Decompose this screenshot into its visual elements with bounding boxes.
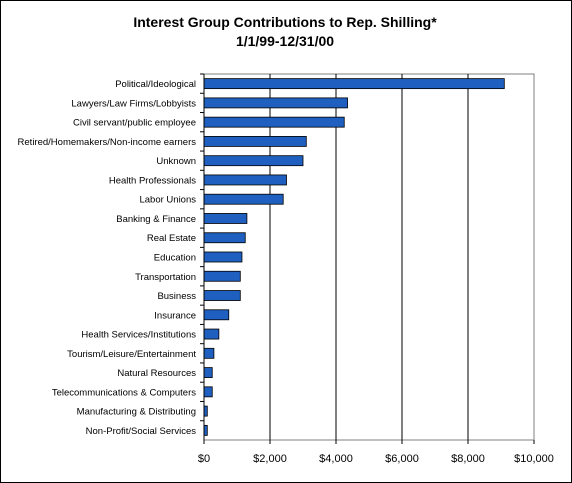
category-label: Health Services/Institutions [81, 330, 196, 341]
bar [203, 116, 345, 128]
bar [203, 78, 505, 90]
category-label: Retired/Homemakers/Non-income earners [18, 137, 197, 148]
category-label: Civil servant/public employee [73, 118, 196, 129]
bar [203, 136, 307, 147]
bar [203, 309, 230, 321]
bar [203, 155, 304, 167]
category-label: Labor Unions [139, 195, 196, 206]
category-label: Tourism/Leisure/Entertainment [67, 349, 196, 360]
bar [203, 193, 284, 205]
x-tick-label: $10,000 [514, 453, 554, 465]
bar [203, 251, 243, 263]
plot-area [203, 73, 535, 441]
bar [203, 270, 241, 282]
bar [203, 367, 213, 378]
category-label: Education [154, 253, 196, 264]
gridlines [269, 74, 469, 440]
bar [203, 347, 215, 359]
x-tick-label: $0 [198, 453, 210, 465]
bar [203, 232, 246, 244]
category-label: Lawyers/Law Firms/Lobbyists [71, 98, 196, 109]
category-label: Political/Ideological [115, 79, 196, 90]
bar [203, 213, 248, 224]
category-label: Banking & Finance [116, 214, 196, 225]
bar [203, 97, 348, 109]
bar [203, 328, 220, 340]
bar [203, 386, 213, 398]
category-label: Transportation [135, 272, 196, 283]
category-label: Natural Resources [117, 368, 196, 379]
chart-subtitle: 1/1/99-12/31/00 [235, 33, 335, 49]
category-label: Manufacturing & Distributing [77, 407, 196, 418]
chart-title: Interest Group Contributions to Rep. Shi… [133, 14, 437, 30]
x-tick-labels: $0 $2,000 $4,000 $6,000 $8,000 $10,000 [198, 440, 554, 465]
x-tick-label: $6,000 [385, 453, 419, 465]
x-tick-label: $2,000 [253, 453, 287, 465]
x-tick-label: $4,000 [319, 453, 353, 465]
category-label: Health Professionals [109, 175, 196, 186]
x-tick-label: $8,000 [451, 453, 485, 465]
category-label: Business [157, 291, 196, 302]
bar [203, 290, 241, 301]
category-label: Telecommunications & Computers [52, 387, 196, 398]
bar [203, 174, 287, 186]
category-label: Non-Profit/Social Services [86, 426, 197, 437]
category-label: Insurance [154, 310, 196, 321]
category-labels: Political/Ideological Lawyers/Law Firms/L… [18, 73, 204, 437]
category-label: Unknown [156, 156, 196, 167]
category-label: Real Estate [147, 233, 196, 244]
